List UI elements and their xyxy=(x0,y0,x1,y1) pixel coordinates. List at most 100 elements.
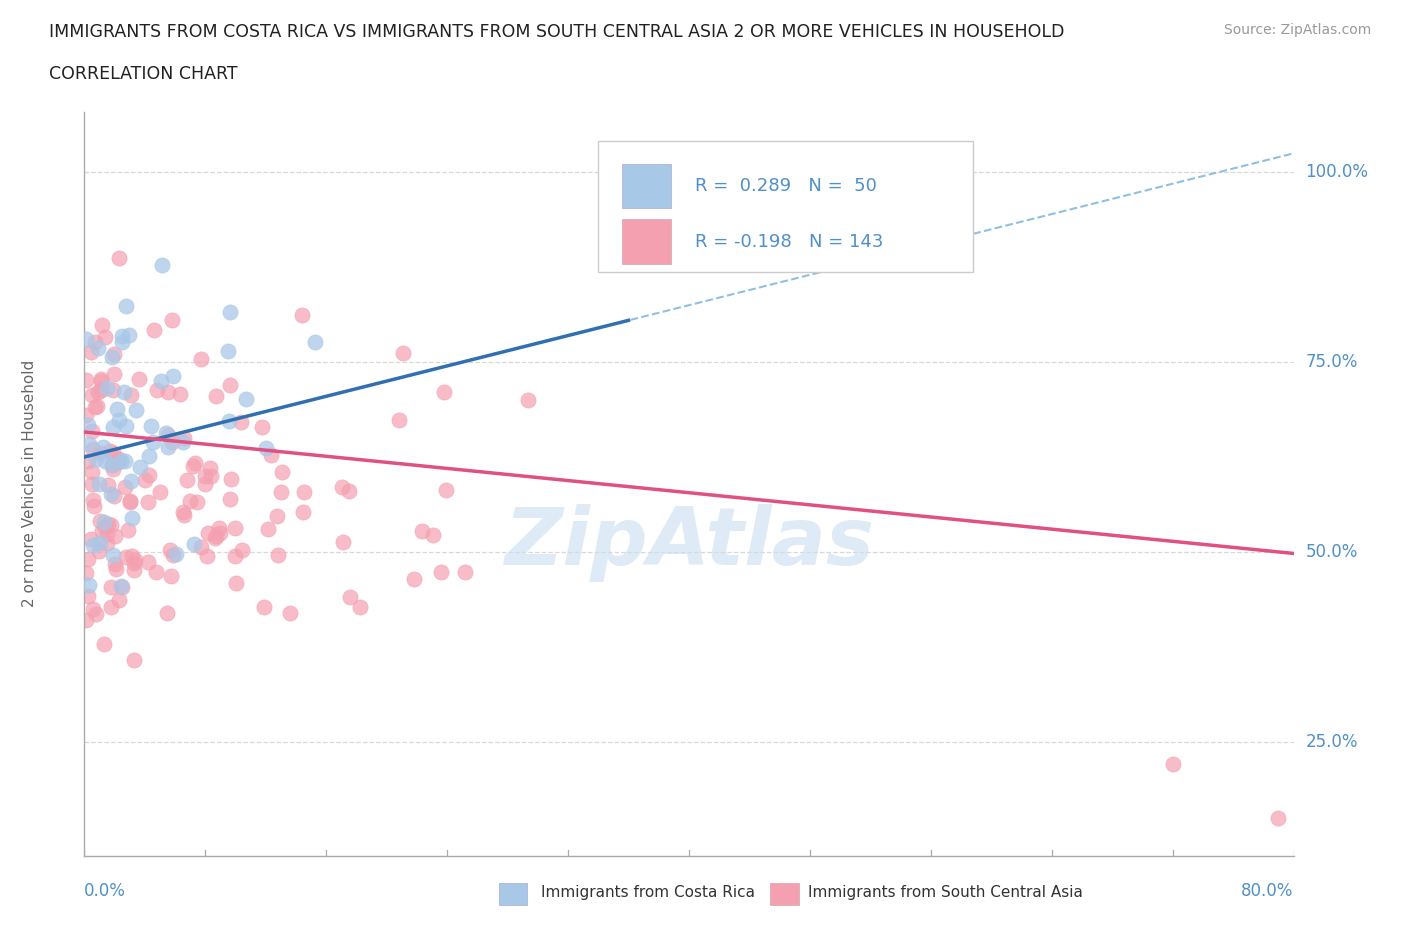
Point xyxy=(150,258,173,272)
Point xyxy=(160,434,183,449)
Point xyxy=(254,441,277,456)
Point xyxy=(101,458,124,472)
Point xyxy=(388,413,411,428)
Point xyxy=(190,540,212,555)
Point xyxy=(115,418,138,433)
Point xyxy=(120,388,142,403)
Point xyxy=(198,460,221,475)
Point xyxy=(117,523,139,538)
Point xyxy=(103,488,125,503)
Point xyxy=(114,453,136,468)
Point xyxy=(115,299,138,313)
Text: Immigrants from Costa Rica: Immigrants from Costa Rica xyxy=(541,885,755,900)
Point xyxy=(194,469,217,484)
Point xyxy=(115,549,138,564)
Point xyxy=(96,380,118,395)
Point xyxy=(114,479,136,494)
Point xyxy=(260,447,283,462)
Point xyxy=(100,517,122,532)
Point xyxy=(224,549,246,564)
Point xyxy=(80,465,103,480)
Point xyxy=(179,494,201,509)
Point xyxy=(183,537,205,551)
Point xyxy=(118,494,141,509)
Point xyxy=(110,328,132,343)
Point xyxy=(172,504,194,519)
Point xyxy=(434,483,457,498)
Point xyxy=(186,495,208,510)
Point xyxy=(101,349,124,364)
Text: Immigrants from South Central Asia: Immigrants from South Central Asia xyxy=(808,885,1084,900)
Text: 2 or more Vehicles in Household: 2 or more Vehicles in Household xyxy=(22,360,38,607)
Point xyxy=(111,335,134,350)
Point xyxy=(87,384,110,399)
Point xyxy=(128,372,150,387)
Text: CORRELATION CHART: CORRELATION CHART xyxy=(49,65,238,83)
Point xyxy=(77,436,100,451)
FancyBboxPatch shape xyxy=(623,164,671,208)
Point xyxy=(122,563,145,578)
Point xyxy=(149,485,172,499)
Point xyxy=(77,418,100,432)
Point xyxy=(118,494,141,509)
Point xyxy=(402,571,425,586)
Point xyxy=(96,527,118,542)
Point xyxy=(86,451,108,466)
Point xyxy=(77,454,100,469)
Point xyxy=(292,485,315,499)
Point xyxy=(97,478,120,493)
Text: Source: ZipAtlas.com: Source: ZipAtlas.com xyxy=(1223,23,1371,37)
Point xyxy=(90,371,112,386)
Point xyxy=(105,402,128,417)
Point xyxy=(134,472,156,487)
Point xyxy=(125,403,148,418)
Point xyxy=(103,547,125,562)
Point xyxy=(89,513,111,528)
Point xyxy=(94,519,117,534)
Point xyxy=(108,250,131,265)
Point xyxy=(84,335,107,350)
Point xyxy=(82,388,104,403)
Point xyxy=(101,461,124,476)
Point xyxy=(217,343,239,358)
Point xyxy=(205,528,228,543)
Point xyxy=(98,444,121,458)
Point xyxy=(197,526,219,541)
Point xyxy=(104,556,127,571)
Point xyxy=(195,549,218,564)
Text: 75.0%: 75.0% xyxy=(1306,353,1358,371)
Point xyxy=(145,565,167,579)
Point xyxy=(430,565,453,579)
Point xyxy=(75,613,97,628)
Point xyxy=(208,525,231,540)
Point xyxy=(304,334,326,349)
Point xyxy=(100,599,122,614)
Point xyxy=(101,419,124,434)
Point xyxy=(107,451,129,466)
Point xyxy=(107,592,129,607)
Point xyxy=(292,504,315,519)
Point xyxy=(82,601,104,616)
Point xyxy=(82,538,104,552)
Text: ZipAtlas: ZipAtlas xyxy=(503,504,875,582)
Point xyxy=(110,578,132,593)
Point xyxy=(80,531,103,546)
Point xyxy=(231,543,253,558)
Point xyxy=(184,455,207,470)
Point xyxy=(146,383,169,398)
Point xyxy=(75,372,97,387)
Point xyxy=(96,536,118,551)
Point xyxy=(89,536,111,551)
Point xyxy=(392,345,415,360)
Point xyxy=(454,565,477,579)
Point xyxy=(80,424,103,439)
Point xyxy=(1161,757,1184,772)
Point xyxy=(75,565,97,580)
Point xyxy=(218,305,240,320)
Text: R = -0.198   N = 143: R = -0.198 N = 143 xyxy=(695,232,883,251)
Point xyxy=(86,398,108,413)
Point xyxy=(108,413,131,428)
Point xyxy=(173,508,195,523)
Point xyxy=(138,449,160,464)
Point xyxy=(111,579,134,594)
